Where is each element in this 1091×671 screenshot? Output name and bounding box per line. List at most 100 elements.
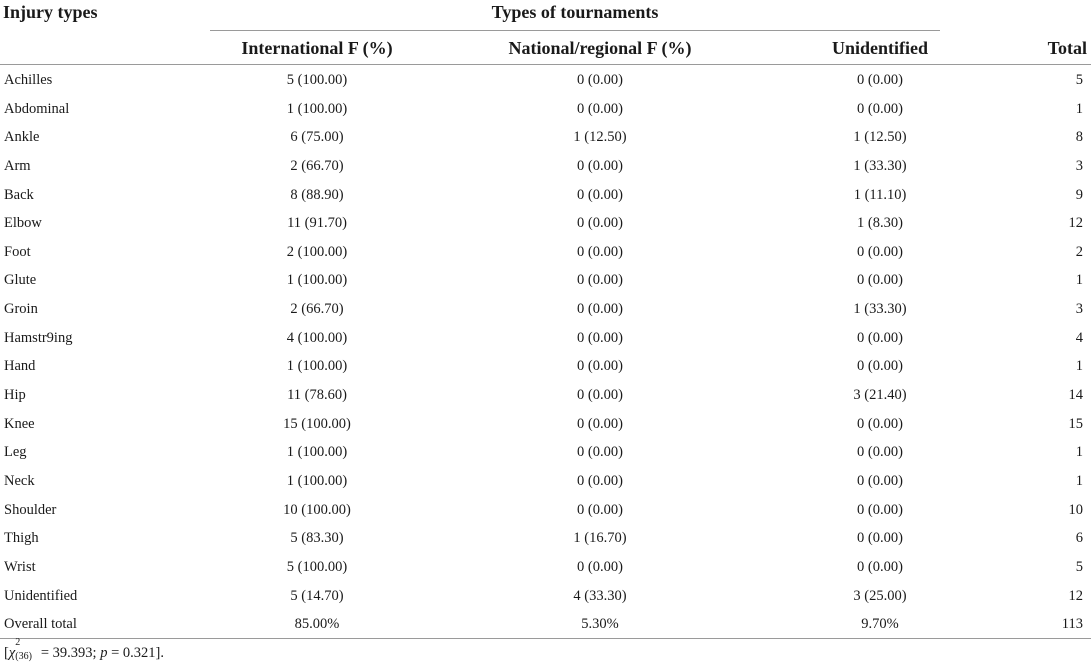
row-national: 0 (0.00) [577, 72, 623, 88]
row-unidentified: 0 (0.00) [857, 329, 903, 346]
row-injury-type: Groin [4, 301, 38, 318]
row-unidentified: 1 (33.30) [853, 157, 907, 174]
footnote-p-value: = 0.321]. [107, 645, 164, 661]
row-total: 10 [1068, 501, 1084, 518]
row-unidentified: 0 (0.00) [857, 415, 903, 432]
header-unidentified: Unidentified [831, 38, 928, 58]
row-national: 5.30% [581, 616, 619, 633]
row-total: 5 [1075, 558, 1083, 575]
row-injury-type: Back [4, 186, 34, 203]
row-international: 2 (66.70) [290, 157, 344, 174]
row-injury-type: Leg [4, 444, 27, 461]
row-national: 1 (12.50) [573, 129, 627, 146]
row-national: 0 (0.00) [577, 358, 623, 375]
row-total: 6 [1075, 530, 1083, 547]
row-injury-type: Elbow [4, 215, 42, 232]
row-international: 1 (100.00) [286, 444, 348, 461]
row-national: 1 (16.70) [573, 530, 627, 547]
row-international: 5 (100.00) [286, 72, 348, 88]
table-row: Foot 2 (100.00) 0 (0.00) 0 (0.00) 2 [0, 238, 1091, 267]
table-row: Thigh 5 (83.30) 1 (16.70) 0 (0.00) 6 [0, 524, 1091, 553]
footnote-chi-sup: 2 [15, 637, 21, 648]
row-injury-type: Overall total [4, 616, 77, 633]
row-national: 0 (0.00) [577, 243, 623, 260]
footnote-p: p [100, 645, 108, 661]
table-row: Glute 1 (100.00) 0 (0.00) 0 (0.00) 1 [0, 266, 1091, 295]
table-row: Hamstr9ing 4 (100.00) 0 (0.00) 0 (0.00) 4 [0, 324, 1091, 353]
footnote-chi-indices: 2 (36) [15, 637, 37, 662]
row-international: 11 (91.70) [287, 215, 347, 232]
row-total: 1 [1075, 472, 1083, 489]
table-row: Arm 2 (66.70) 0 (0.00) 1 (33.30) 3 [0, 152, 1091, 181]
row-unidentified: 9.70% [861, 616, 899, 633]
row-total: 15 [1068, 415, 1084, 432]
row-total: 1 [1075, 444, 1083, 461]
row-unidentified: 1 (11.10) [853, 186, 907, 203]
row-national: 0 (0.00) [577, 501, 623, 518]
row-international: 10 (100.00) [283, 501, 351, 518]
row-international: 1 (100.00) [286, 472, 348, 489]
row-national: 0 (0.00) [577, 329, 623, 346]
header-rule [0, 64, 1091, 65]
row-total: 5 [1075, 72, 1083, 88]
row-international: 8 (88.90) [290, 186, 344, 203]
row-international: 5 (14.70) [290, 587, 344, 604]
row-total: 2 [1075, 243, 1083, 260]
row-injury-type: Foot [4, 243, 31, 260]
row-injury-type: Hamstr9ing [4, 329, 73, 346]
table-row: Shoulder 10 (100.00) 0 (0.00) 0 (0.00) 10 [0, 496, 1091, 525]
row-international: 2 (100.00) [286, 243, 348, 260]
table-footnote: [χ 2 (36) = 39.393; p = 0.321]. [4, 637, 164, 662]
footnote-chi: χ [8, 645, 16, 661]
row-total: 14 [1068, 387, 1084, 404]
row-unidentified: 0 (0.00) [857, 558, 903, 575]
row-unidentified: 0 (0.00) [857, 243, 903, 260]
row-total: 1 [1075, 358, 1083, 375]
row-total: 3 [1075, 157, 1083, 174]
row-international: 15 (100.00) [283, 415, 351, 432]
row-injury-type: Achilles [4, 72, 53, 88]
table-row: Hip 11 (78.60) 0 (0.00) 3 (21.40) 14 [0, 381, 1091, 410]
table-row: Back 8 (88.90) 0 (0.00) 1 (11.10) 9 [0, 181, 1091, 210]
table-row: Elbow 11 (91.70) 0 (0.00) 1 (8.30) 12 [0, 209, 1091, 238]
row-injury-type: Hand [4, 358, 36, 375]
row-total: 9 [1075, 186, 1083, 203]
row-total: 12 [1068, 587, 1084, 604]
row-national: 0 (0.00) [577, 186, 623, 203]
row-unidentified: 0 (0.00) [857, 444, 903, 461]
row-unidentified: 0 (0.00) [857, 472, 903, 489]
row-national: 0 (0.00) [577, 157, 623, 174]
footnote-chi-value: = 39.393; [37, 645, 101, 661]
row-unidentified: 0 (0.00) [857, 272, 903, 289]
row-international: 85.00% [294, 616, 340, 633]
row-total: 8 [1075, 129, 1083, 146]
row-international: 5 (100.00) [286, 558, 348, 575]
row-international: 11 (78.60) [287, 387, 347, 404]
table-row: Neck 1 (100.00) 0 (0.00) 0 (0.00) 1 [0, 467, 1091, 496]
row-injury-type: Shoulder [4, 501, 57, 518]
row-total: 113 [1061, 616, 1083, 633]
header-national: National/regional F (%) [508, 38, 692, 58]
row-unidentified: 1 (8.30) [857, 215, 903, 232]
table-row: Achilles 5 (100.00) 0 (0.00) 0 (0.00) 5 [0, 66, 1091, 95]
table-row: Ankle 6 (75.00) 1 (12.50) 1 (12.50) 8 [0, 123, 1091, 152]
table-row: Hand 1 (100.00) 0 (0.00) 0 (0.00) 1 [0, 352, 1091, 381]
row-international: 6 (75.00) [290, 129, 344, 146]
row-national: 0 (0.00) [577, 215, 623, 232]
row-injury-type: Ankle [4, 129, 40, 146]
row-injury-type: Wrist [4, 558, 36, 575]
row-total: 12 [1068, 215, 1084, 232]
row-unidentified: 3 (25.00) [853, 587, 907, 604]
header-group-rule [210, 30, 940, 31]
header-total: Total [1047, 38, 1087, 58]
row-international: 1 (100.00) [286, 358, 348, 375]
row-injury-type: Thigh [4, 530, 39, 547]
row-total: 3 [1075, 301, 1083, 318]
row-unidentified: 0 (0.00) [857, 530, 903, 547]
row-international: 5 (83.30) [290, 530, 344, 547]
row-injury-type: Glute [4, 272, 37, 289]
row-injury-type: Abdominal [4, 100, 70, 117]
row-total: 4 [1075, 329, 1083, 346]
row-injury-type: Arm [4, 157, 31, 174]
header-tournament-types: Types of tournaments [491, 2, 659, 22]
